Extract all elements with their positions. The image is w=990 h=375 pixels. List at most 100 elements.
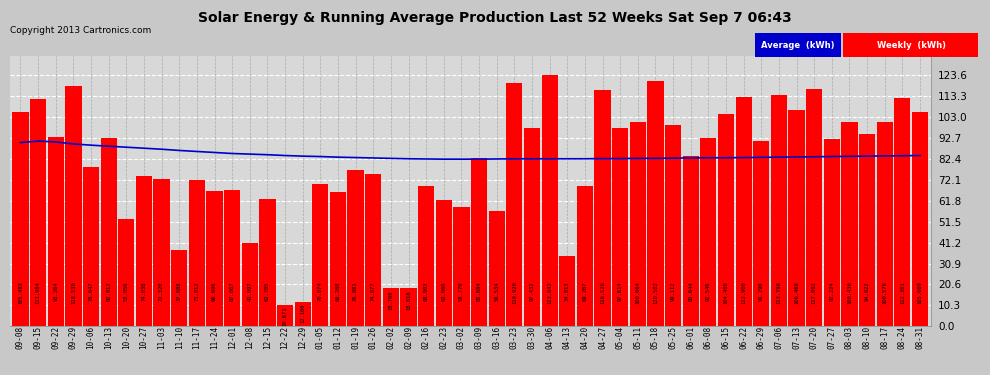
Text: 69.207: 69.207	[582, 282, 587, 301]
Text: 62.705: 62.705	[265, 282, 270, 301]
Bar	[418, 186, 435, 326]
Bar	[771, 95, 787, 326]
Text: 92.912: 92.912	[106, 282, 111, 301]
Bar	[436, 200, 451, 326]
Text: 78.647: 78.647	[88, 282, 93, 301]
Text: 119.920: 119.920	[512, 282, 517, 304]
Bar	[842, 122, 857, 326]
Bar	[577, 186, 593, 326]
Bar	[824, 139, 840, 326]
Text: 112.900: 112.900	[742, 282, 746, 304]
Text: 117.092: 117.092	[812, 282, 817, 304]
Bar	[171, 250, 187, 326]
Text: 62.060: 62.060	[442, 282, 446, 301]
Text: 34.813: 34.813	[564, 282, 570, 301]
Bar	[647, 81, 663, 326]
Text: 72.320: 72.320	[159, 282, 164, 301]
Text: 82.684: 82.684	[476, 282, 481, 301]
Bar	[876, 122, 893, 326]
Bar	[471, 158, 487, 326]
Text: 18.700: 18.700	[388, 290, 393, 310]
Bar	[559, 256, 575, 326]
Bar	[347, 170, 363, 326]
Bar	[489, 211, 505, 326]
Bar	[683, 156, 699, 326]
Text: 74.877: 74.877	[370, 282, 376, 301]
Text: 104.406: 104.406	[724, 282, 729, 304]
Text: 97.432: 97.432	[530, 282, 535, 301]
Text: 99.112: 99.112	[670, 282, 675, 301]
Bar	[859, 134, 875, 326]
Bar	[630, 122, 645, 326]
Bar	[594, 90, 611, 326]
Bar	[806, 88, 823, 326]
FancyBboxPatch shape	[754, 33, 842, 57]
Text: 113.790: 113.790	[776, 282, 781, 304]
Text: 93.264: 93.264	[53, 282, 58, 301]
Bar	[912, 112, 929, 326]
Text: 67.067: 67.067	[230, 282, 235, 301]
Bar	[83, 166, 99, 326]
Text: 92.546: 92.546	[706, 282, 711, 301]
Bar	[753, 141, 769, 326]
Bar	[48, 137, 64, 326]
Text: 58.770: 58.770	[459, 282, 464, 301]
Text: 105.609: 105.609	[918, 282, 923, 304]
Bar	[788, 110, 805, 326]
Bar	[259, 199, 275, 326]
Bar	[612, 128, 629, 326]
Text: 66.288: 66.288	[336, 282, 341, 301]
Bar	[665, 125, 681, 326]
Text: 83.644: 83.644	[688, 282, 693, 301]
Text: 100.436: 100.436	[847, 282, 852, 304]
Bar	[12, 112, 29, 326]
Bar	[65, 86, 81, 326]
Bar	[700, 138, 717, 326]
Text: 97.614: 97.614	[618, 282, 623, 301]
Bar	[718, 114, 735, 326]
Bar	[506, 83, 523, 326]
Text: Weekly  (kWh): Weekly (kWh)	[877, 40, 946, 50]
Text: 100.664: 100.664	[636, 282, 641, 304]
Text: Average  (kWh): Average (kWh)	[761, 40, 835, 50]
Bar	[894, 98, 911, 326]
Text: 18.818: 18.818	[406, 290, 411, 310]
Text: Solar Energy & Running Average Production Last 52 Weeks Sat Sep 7 06:43: Solar Energy & Running Average Productio…	[198, 11, 792, 25]
Text: 68.903: 68.903	[424, 282, 429, 301]
Text: 56.534: 56.534	[494, 282, 499, 301]
Text: 105.493: 105.493	[18, 282, 23, 304]
Text: 70.074: 70.074	[318, 282, 323, 301]
Text: 53.056: 53.056	[124, 282, 129, 301]
Bar	[542, 75, 557, 326]
Text: 71.812: 71.812	[194, 282, 199, 301]
Bar	[453, 207, 469, 326]
Bar	[189, 180, 205, 326]
Bar	[330, 192, 346, 326]
Bar	[206, 191, 223, 326]
FancyBboxPatch shape	[843, 33, 978, 57]
Text: 37.688: 37.688	[177, 282, 182, 301]
Text: Copyright 2013 Cartronics.com: Copyright 2013 Cartronics.com	[10, 26, 151, 35]
Bar	[295, 302, 311, 326]
Bar	[224, 190, 241, 326]
Bar	[277, 304, 293, 326]
Text: 10.671: 10.671	[282, 307, 287, 326]
Text: 12.180: 12.180	[300, 303, 305, 323]
Bar	[118, 219, 135, 326]
Text: 76.881: 76.881	[353, 282, 358, 301]
Bar	[30, 99, 47, 326]
Bar	[136, 176, 152, 326]
Text: 66.696: 66.696	[212, 282, 217, 301]
Text: 92.224: 92.224	[830, 282, 835, 301]
Bar	[101, 138, 117, 326]
Text: 74.038: 74.038	[142, 282, 147, 301]
Bar	[524, 129, 541, 326]
Text: 120.582: 120.582	[653, 282, 658, 304]
Text: 106.468: 106.468	[794, 282, 799, 304]
Bar	[383, 288, 399, 326]
Text: 118.530: 118.530	[71, 282, 76, 304]
Bar	[400, 288, 417, 326]
Text: 94.922: 94.922	[864, 282, 869, 301]
Bar	[242, 243, 257, 326]
Text: 112.301: 112.301	[900, 282, 905, 304]
